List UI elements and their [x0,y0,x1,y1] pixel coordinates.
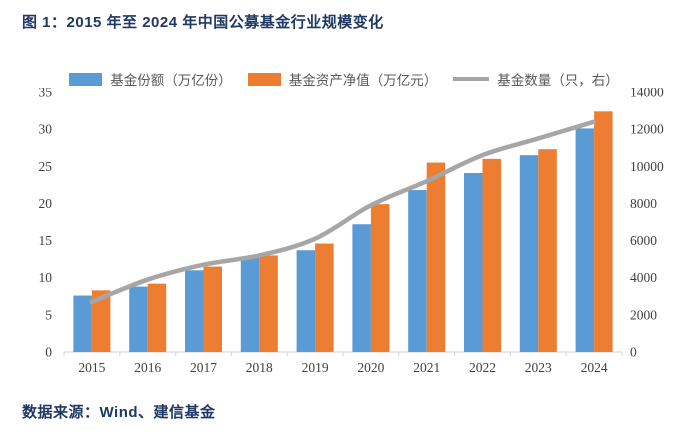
bar-series0-2021 [408,190,427,352]
bar-series1-2023 [538,149,557,352]
bar-series1-2022 [482,158,501,352]
left-axis-tick-label: 5 [45,307,52,322]
left-axis-tick-label: 35 [39,88,53,100]
right-axis-tick-label: 12000 [630,122,664,137]
bar-series1-2019 [315,243,334,352]
bar-series1-2015 [91,290,111,352]
bar-series1-2021 [426,162,446,352]
data-source: 数据来源：Wind、建信基金 [22,404,216,421]
fund-shares-legend-label: 基金份额（万亿份） [110,73,232,88]
x-axis-category-label: 2019 [302,360,329,375]
right-axis-tick-label: 4000 [630,270,657,285]
bar-series1-2018 [259,255,278,352]
left-axis-tick-label: 0 [45,345,52,360]
bar-series0-2015 [73,295,92,352]
fund-nav-swatch-icon [247,72,281,86]
fund-shares-swatch-icon [69,72,103,86]
chart-title: 图 1：2015 年至 2024 年中国公募基金行业规模变化 [22,14,384,31]
left-axis-tick-label: 10 [39,270,53,285]
x-axis-category-label: 2016 [134,360,161,375]
bar-series0-2023 [519,155,539,352]
fund-count-line [89,119,597,305]
bar-series0-2019 [296,250,316,352]
right-axis-tick-label: 10000 [630,159,664,174]
x-axis-category-label: 2017 [190,360,217,375]
right-axis-tick-label: 0 [630,345,637,360]
x-axis-category-label: 2023 [525,360,552,375]
bar-series1-2024 [594,111,613,352]
bar-series0-2022 [464,172,483,352]
bar-series0-2017 [185,270,204,352]
legend-item-fund-shares: 基金份额（万亿份） [69,69,232,89]
left-axis-tick-label: 25 [39,159,53,174]
bar-series1-2020 [370,204,390,352]
chart-plot-area: 0 5 10 15 20 25 30 35 0 2000 4000 6000 8000 10000 1200… [39,88,665,375]
bar-series0-2016 [129,286,148,352]
bar-series0-2018 [240,256,260,352]
x-axis-category-label: 2018 [246,360,273,375]
right-axis-tick-label: 6000 [630,233,657,248]
fund-count-line-swatch-icon [453,77,490,81]
x-axis-category-label: 2021 [413,360,440,375]
bar-series1-2017 [203,266,222,352]
right-axis-tick-label: 2000 [630,307,657,322]
x-axis-category-label: 2020 [357,360,384,375]
left-axis-tick-label: 15 [39,233,53,248]
chart-legend: 基金份额（万亿份） 基金资产净值（万亿元） 基金数量（只，右） [64,69,624,89]
x-axis-category-label: 2024 [581,360,608,375]
legend-item-fund-nav: 基金资产净值（万亿元） [247,69,438,89]
fund-count-legend-label: 基金数量（只，右） [497,73,619,88]
legend-item-fund-count: 基金数量（只，右） [453,69,619,89]
fund-nav-legend-label: 基金资产净值（万亿元） [288,73,438,88]
right-axis-tick-label: 14000 [630,88,664,100]
x-axis-category-label: 2022 [469,360,496,375]
bar-series0-2024 [575,128,595,352]
left-axis-tick-label: 30 [39,122,53,137]
x-axis-category-label: 2015 [78,360,105,375]
bar-series1-2016 [147,283,167,352]
bar-series0-2020 [352,224,371,352]
left-axis-tick-label: 20 [39,196,53,211]
right-axis-tick-label: 8000 [630,196,657,211]
